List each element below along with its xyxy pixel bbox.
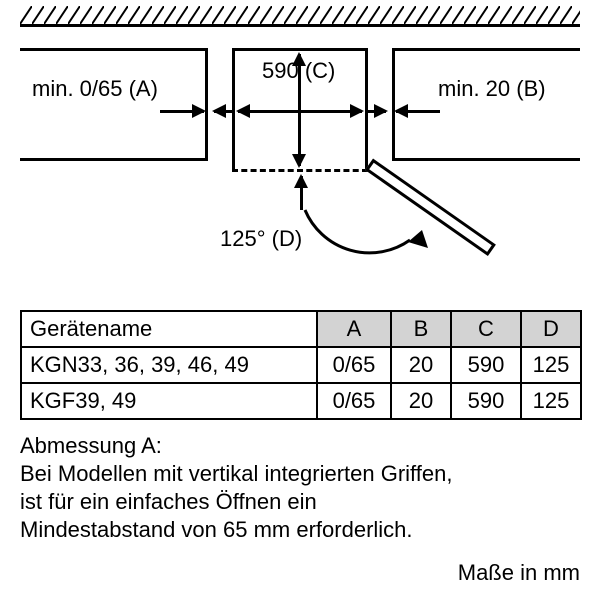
dim-a-label: min. 0/65 (A) bbox=[32, 76, 158, 102]
dim-d-pointer bbox=[300, 176, 303, 210]
note-line: ist für ein einfaches Öffnen ein bbox=[20, 488, 317, 516]
units-label: Maße in mm bbox=[458, 560, 580, 586]
cell-c: 590 bbox=[451, 383, 521, 419]
spec-table: Gerätename A B C D KGN33, 36, 39, 46, 49… bbox=[20, 310, 582, 420]
wall-line bbox=[20, 24, 580, 27]
col-b: B bbox=[391, 311, 451, 347]
left-counter bbox=[20, 158, 205, 161]
angle-arc bbox=[260, 150, 460, 290]
note-line: Mindestabstand von 65 mm erforderlich. bbox=[20, 516, 413, 544]
right-counter bbox=[395, 48, 580, 51]
dim-a-arrow-l bbox=[214, 110, 234, 113]
installation-diagram: min. 0/65 (A) min. 20 (B) 590 (C) 125° (… bbox=[0, 0, 600, 300]
dim-b-label: min. 20 (B) bbox=[438, 76, 546, 102]
col-a: A bbox=[317, 311, 391, 347]
wall-hatch bbox=[20, 6, 580, 24]
note-line: Bei Modellen mit vertikal integrierten G… bbox=[20, 460, 452, 488]
col-c: C bbox=[451, 311, 521, 347]
cell-a: 0/65 bbox=[317, 347, 391, 383]
dim-d-label: 125° (D) bbox=[220, 226, 302, 252]
note-title: Abmessung A: bbox=[20, 432, 162, 460]
dim-b-arrow-l bbox=[396, 110, 440, 113]
cell-name: KGF39, 49 bbox=[21, 383, 317, 419]
dim-b-arrow-r bbox=[366, 110, 386, 113]
table-row: KGN33, 36, 39, 46, 49 0/65 20 590 125 bbox=[21, 347, 581, 383]
cell-b: 20 bbox=[391, 383, 451, 419]
table-header-row: Gerätename A B C D bbox=[21, 311, 581, 347]
dim-a-arrow-r bbox=[160, 110, 204, 113]
table-row: KGF39, 49 0/65 20 590 125 bbox=[21, 383, 581, 419]
cell-c: 590 bbox=[451, 347, 521, 383]
col-d: D bbox=[521, 311, 581, 347]
cell-b: 20 bbox=[391, 347, 451, 383]
col-name: Gerätename bbox=[21, 311, 317, 347]
left-counter bbox=[20, 48, 205, 51]
cell-name: KGN33, 36, 39, 46, 49 bbox=[21, 347, 317, 383]
cell-a: 0/65 bbox=[317, 383, 391, 419]
cell-d: 125 bbox=[521, 347, 581, 383]
cell-d: 125 bbox=[521, 383, 581, 419]
